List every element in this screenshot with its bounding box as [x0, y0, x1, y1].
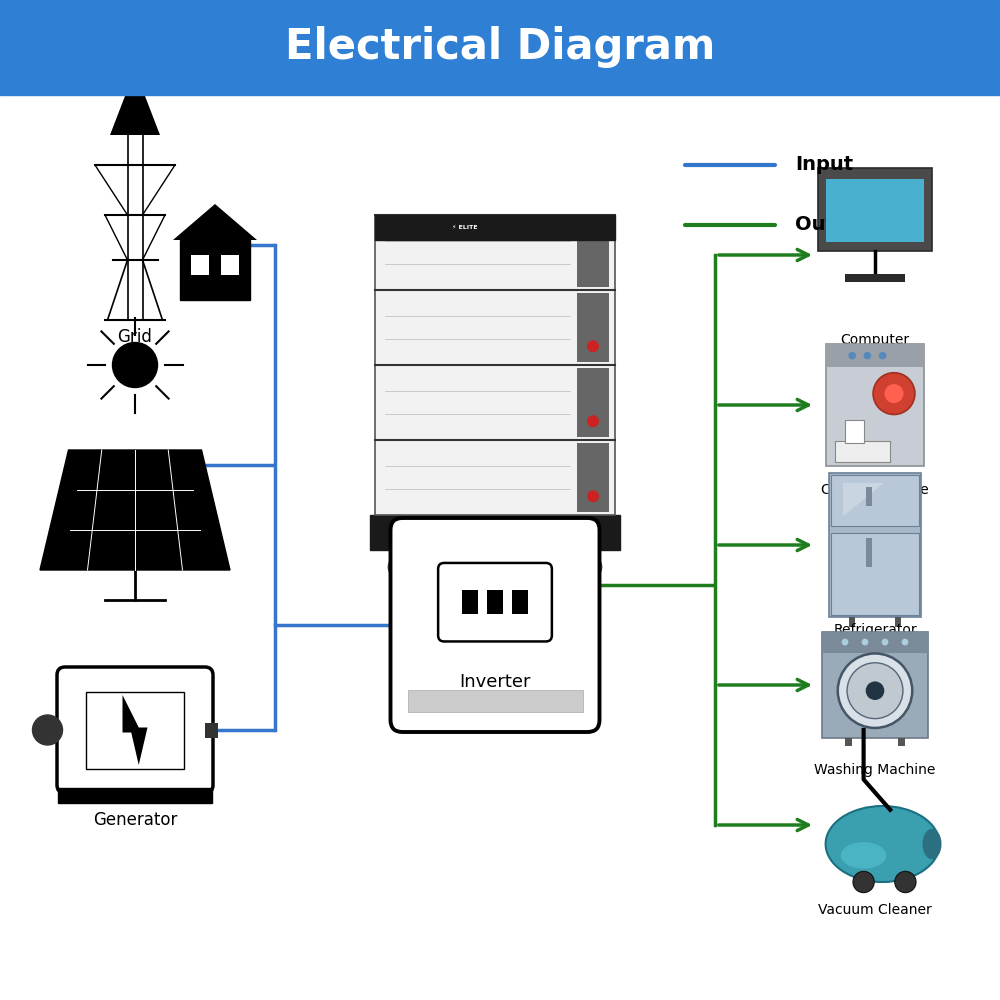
Text: ⚡ ELITE: ⚡ ELITE	[452, 225, 478, 230]
Bar	[866, 538, 872, 567]
Polygon shape	[173, 204, 257, 240]
Polygon shape	[110, 70, 160, 135]
Bar	[829, 473, 921, 617]
Circle shape	[587, 340, 599, 352]
Circle shape	[33, 715, 63, 745]
Text: Solar Panel: Solar Panel	[89, 548, 181, 566]
Text: Output: Output	[795, 216, 872, 234]
Text: Washing Machine: Washing Machine	[814, 763, 936, 777]
Circle shape	[864, 352, 871, 359]
Text: Inverter: Inverter	[459, 673, 531, 691]
FancyBboxPatch shape	[438, 563, 552, 641]
Bar	[826, 344, 924, 466]
Circle shape	[587, 415, 599, 427]
Bar	[845, 420, 864, 443]
Text: Computer: Computer	[840, 333, 910, 347]
Circle shape	[853, 871, 874, 893]
Bar	[831, 475, 919, 526]
Text: Electrical Diagram: Electrical Diagram	[285, 26, 715, 68]
Ellipse shape	[922, 829, 942, 859]
Circle shape	[838, 653, 912, 728]
Bar	[375, 215, 615, 240]
Bar	[180, 240, 250, 300]
Circle shape	[847, 663, 903, 719]
Bar	[375, 215, 615, 290]
Bar	[822, 632, 928, 653]
Text: Generator: Generator	[93, 811, 177, 829]
Bar	[191, 255, 209, 275]
Polygon shape	[843, 483, 884, 516]
Circle shape	[578, 555, 602, 579]
Bar	[221, 255, 239, 275]
Bar	[818, 168, 932, 251]
Bar	[835, 441, 890, 462]
Circle shape	[885, 384, 904, 403]
Bar	[826, 179, 924, 242]
Text: Refrigerator: Refrigerator	[833, 623, 917, 637]
Circle shape	[388, 555, 412, 579]
Bar	[831, 533, 919, 615]
Circle shape	[866, 681, 884, 700]
Circle shape	[862, 639, 868, 645]
Ellipse shape	[841, 842, 886, 869]
Ellipse shape	[826, 806, 940, 882]
Bar	[826, 344, 924, 367]
Bar	[895, 617, 901, 627]
Polygon shape	[40, 450, 230, 570]
Text: Vacuum Cleaner: Vacuum Cleaner	[818, 903, 932, 917]
Bar	[845, 274, 905, 282]
Bar	[86, 692, 184, 768]
Bar	[849, 617, 855, 627]
Text: Grid: Grid	[118, 328, 152, 346]
Text: Coffee Machine: Coffee Machine	[821, 483, 929, 497]
Bar	[512, 590, 528, 614]
Bar	[462, 590, 478, 614]
Bar	[577, 218, 609, 287]
Circle shape	[848, 352, 856, 359]
Bar	[822, 632, 928, 738]
Circle shape	[587, 490, 599, 502]
Polygon shape	[123, 695, 148, 765]
Bar	[577, 443, 609, 512]
Bar	[866, 487, 872, 506]
FancyBboxPatch shape	[57, 667, 213, 793]
Bar	[375, 440, 615, 515]
Circle shape	[882, 639, 888, 645]
Circle shape	[895, 871, 916, 893]
FancyBboxPatch shape	[390, 518, 599, 732]
Bar	[487, 590, 503, 614]
Circle shape	[473, 555, 497, 579]
Text: Input: Input	[795, 155, 853, 174]
Circle shape	[873, 373, 915, 414]
Bar	[408, 690, 582, 712]
Circle shape	[879, 352, 886, 359]
Bar	[205, 722, 218, 738]
Bar	[0, 0, 1000, 95]
Bar	[375, 290, 615, 365]
Circle shape	[112, 342, 158, 387]
Bar	[898, 738, 905, 746]
Circle shape	[493, 555, 517, 579]
Circle shape	[902, 639, 908, 645]
Bar	[845, 738, 852, 746]
Bar	[577, 368, 609, 437]
Circle shape	[842, 639, 848, 645]
Bar	[58, 788, 212, 802]
Bar	[370, 515, 620, 550]
Bar	[375, 365, 615, 440]
Bar	[577, 293, 609, 362]
